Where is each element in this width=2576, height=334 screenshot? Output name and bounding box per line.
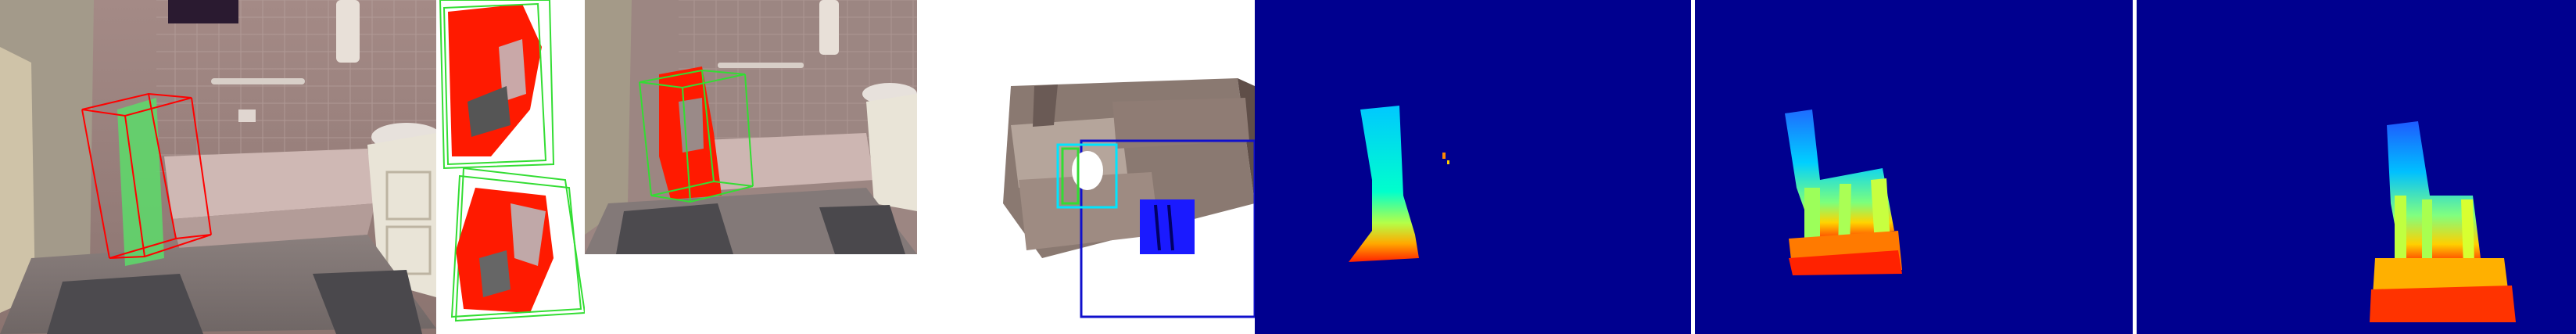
rgb-zoom-panel: [585, 0, 917, 254]
depth-completed-image: [1695, 0, 2133, 334]
chair-depth-model: [2370, 121, 2516, 322]
rgb-scene-image: [0, 0, 436, 334]
mask-crops-panel: [436, 0, 585, 334]
depth-completed-panel: [1695, 0, 2133, 334]
depth-input-panel: [1255, 0, 1691, 334]
rgb-zoom-image: [585, 0, 917, 254]
depth-model-panel: [2137, 0, 2576, 334]
alt-box: [1056, 143, 1118, 209]
mask-crop-bottom: [450, 167, 585, 322]
estimate-3d-box: [639, 69, 754, 203]
chair-depth-completed: [1785, 110, 1902, 275]
towel-icon: [336, 0, 360, 63]
mask-crops-image: [436, 0, 585, 334]
estimate-box: [1061, 147, 1080, 205]
depth-input-image: [1255, 0, 1691, 334]
point-cloud-panel: [917, 0, 1255, 334]
grab-bar-icon: [211, 78, 305, 84]
point-cloud-image: [917, 0, 1255, 334]
mask-crop-top: [439, 0, 555, 170]
cabinet-icon: [367, 133, 436, 297]
projection-box: [1080, 139, 1255, 318]
panel-divider: [2133, 0, 2137, 334]
rgb-scene-panel: [0, 0, 436, 334]
depth-model-image: [2137, 0, 2576, 334]
solid-patch: [1140, 199, 1195, 254]
panel-divider: [1691, 0, 1695, 334]
chair-depth-mask: [1349, 106, 1419, 262]
chair-icon: [117, 98, 164, 266]
bath-mat-icon: [47, 274, 203, 334]
ground-truth-3d-box: [81, 92, 212, 259]
bathtub-icon: [164, 149, 375, 219]
